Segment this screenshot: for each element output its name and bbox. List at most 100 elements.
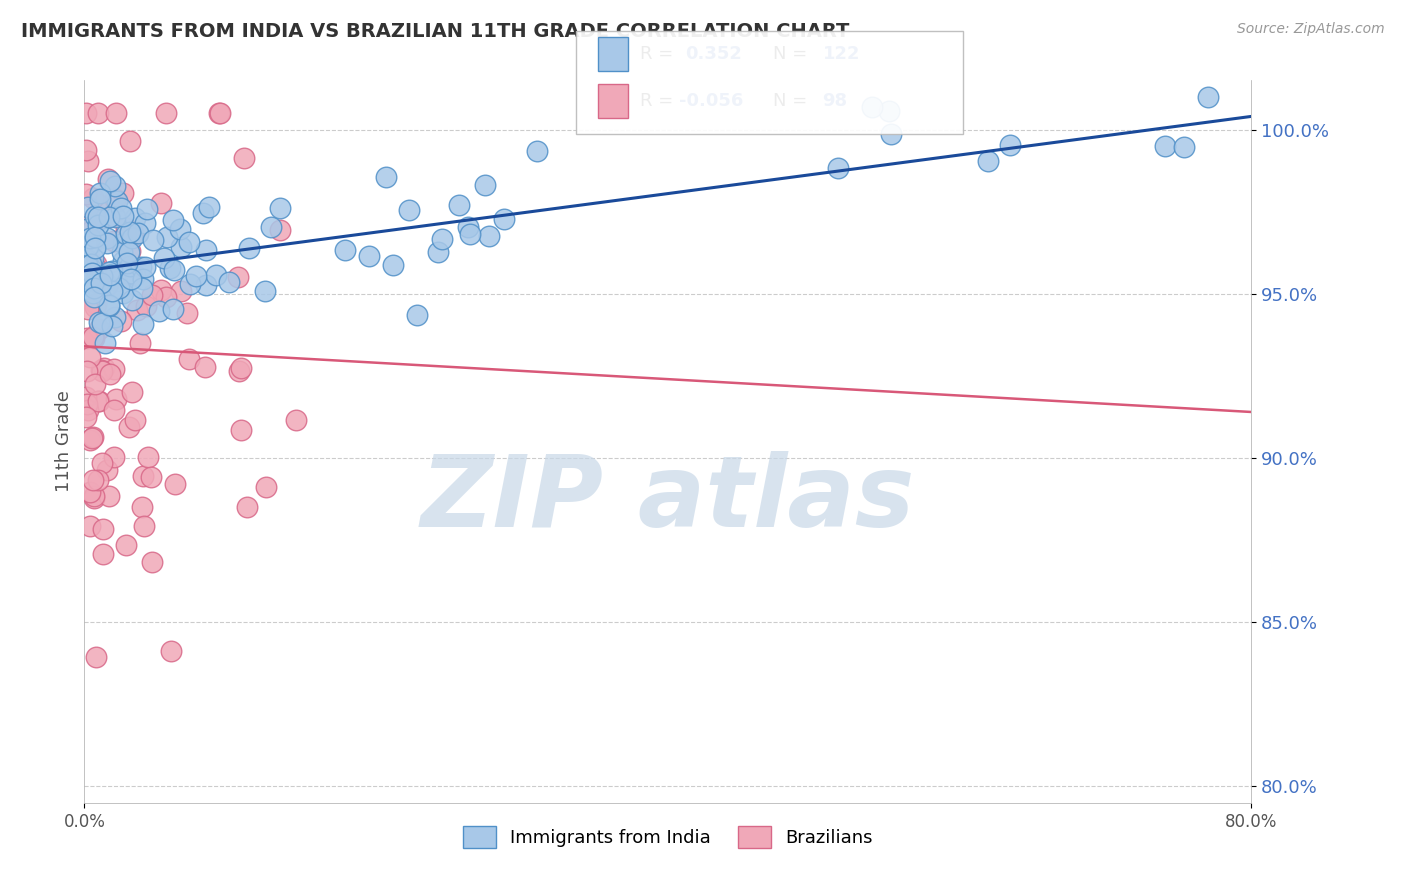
Point xyxy=(284,413,307,427)
Point xyxy=(82,286,104,301)
Point xyxy=(83,331,105,345)
Point xyxy=(236,500,259,515)
Point xyxy=(83,230,105,244)
Point xyxy=(77,402,100,417)
Point xyxy=(86,275,108,289)
Legend: Immigrants from India, Brazilians: Immigrants from India, Brazilians xyxy=(456,819,880,855)
Point xyxy=(79,485,101,500)
Point xyxy=(478,229,501,244)
Point xyxy=(83,491,105,505)
Point xyxy=(104,310,127,325)
Text: R =: R = xyxy=(640,92,673,110)
Point xyxy=(195,243,218,257)
Point xyxy=(141,288,163,302)
Point xyxy=(148,304,170,318)
Point xyxy=(110,314,132,328)
Point xyxy=(84,261,107,276)
Point xyxy=(162,213,184,227)
Text: 98: 98 xyxy=(823,92,848,110)
Text: Source: ZipAtlas.com: Source: ZipAtlas.com xyxy=(1237,22,1385,37)
Point xyxy=(232,151,254,165)
Point xyxy=(880,127,903,141)
Point xyxy=(205,268,228,282)
Point xyxy=(77,272,100,286)
Point xyxy=(121,293,143,308)
Point xyxy=(76,258,98,272)
Point xyxy=(76,331,98,345)
Point xyxy=(860,100,883,114)
Point xyxy=(120,134,142,148)
Point xyxy=(82,430,104,444)
Point xyxy=(458,227,481,241)
Point xyxy=(134,216,156,230)
Point xyxy=(84,297,107,311)
Text: 122: 122 xyxy=(823,45,860,63)
Point xyxy=(155,290,177,304)
Point xyxy=(160,644,183,658)
Y-axis label: 11th Grade: 11th Grade xyxy=(55,391,73,492)
Point xyxy=(107,280,129,294)
Point xyxy=(87,197,110,211)
Text: N =: N = xyxy=(773,45,807,63)
Point xyxy=(89,192,111,206)
Point xyxy=(87,321,110,335)
Point xyxy=(131,500,153,514)
Point xyxy=(121,227,143,241)
Point xyxy=(132,317,155,331)
Point xyxy=(163,476,186,491)
Point xyxy=(269,223,291,237)
Point xyxy=(150,196,173,211)
Point xyxy=(139,470,162,484)
Point xyxy=(447,197,470,211)
Point xyxy=(87,315,110,329)
Point xyxy=(127,303,149,318)
Point xyxy=(426,245,449,260)
Point xyxy=(104,106,127,120)
Point xyxy=(87,473,110,487)
Point xyxy=(120,266,142,280)
Point xyxy=(101,285,124,299)
Point xyxy=(120,259,142,273)
Point xyxy=(79,264,101,278)
Point xyxy=(114,227,136,241)
Point xyxy=(124,413,146,427)
Point xyxy=(80,261,103,276)
Point xyxy=(96,278,118,293)
Point xyxy=(155,230,177,244)
Point xyxy=(82,329,104,343)
Point xyxy=(260,219,283,234)
Point xyxy=(80,235,103,250)
Point xyxy=(141,555,163,569)
Point xyxy=(97,265,120,279)
Point xyxy=(208,106,231,120)
Point xyxy=(121,384,143,399)
Point xyxy=(382,258,405,272)
Point xyxy=(80,271,103,285)
Point xyxy=(218,275,240,289)
Point xyxy=(75,143,97,157)
Point xyxy=(104,192,127,206)
Point xyxy=(269,201,291,215)
Text: ZIP atlas: ZIP atlas xyxy=(420,450,915,548)
Point xyxy=(226,270,249,285)
Point xyxy=(1154,139,1177,153)
Point xyxy=(79,519,101,533)
Point xyxy=(111,244,134,259)
Point xyxy=(79,433,101,447)
Point xyxy=(170,285,193,299)
Point xyxy=(98,210,121,224)
Point xyxy=(96,236,118,251)
Point xyxy=(195,278,218,293)
Point xyxy=(115,256,138,270)
Text: 0.352: 0.352 xyxy=(685,45,741,63)
Point xyxy=(98,210,121,224)
Point xyxy=(163,262,186,277)
Point xyxy=(194,359,217,374)
Point xyxy=(118,244,141,259)
Point xyxy=(150,283,173,297)
Point xyxy=(75,390,97,404)
Point xyxy=(75,106,97,120)
Text: IMMIGRANTS FROM INDIA VS BRAZILIAN 11TH GRADE CORRELATION CHART: IMMIGRANTS FROM INDIA VS BRAZILIAN 11TH … xyxy=(21,22,849,41)
Point xyxy=(492,211,515,226)
Point xyxy=(131,260,153,274)
